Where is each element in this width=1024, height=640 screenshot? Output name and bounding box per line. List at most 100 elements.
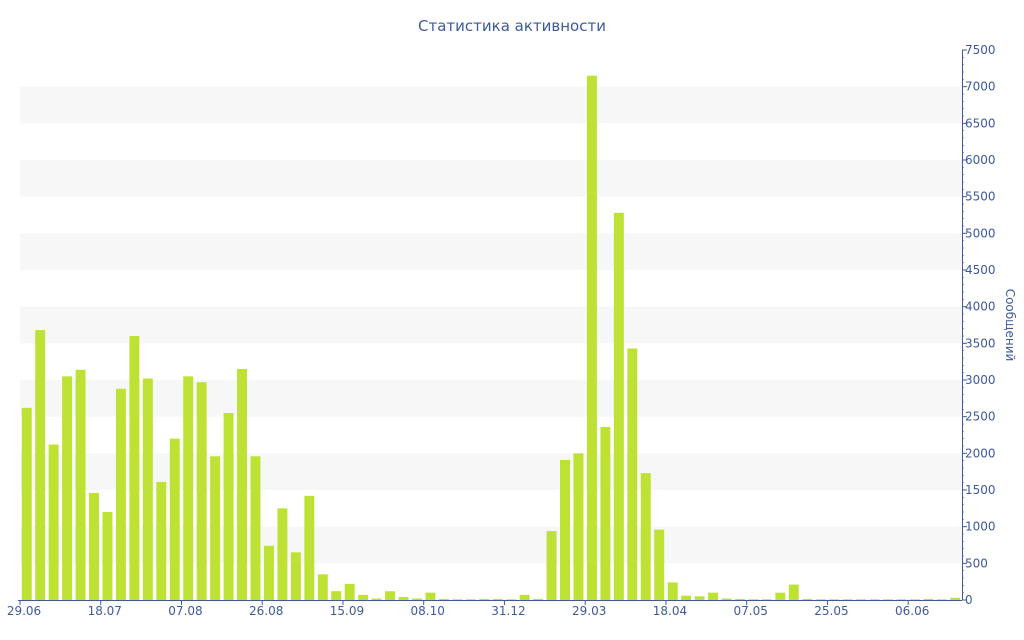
bar — [223, 413, 234, 600]
y-tick-label: 3000 — [965, 373, 996, 387]
bar — [425, 592, 436, 600]
bar — [586, 75, 597, 601]
bar — [317, 574, 328, 600]
bar — [829, 599, 840, 600]
bar — [358, 594, 369, 600]
x-tick-label: 07.05 — [734, 604, 768, 618]
bar — [479, 598, 490, 600]
bar — [721, 598, 732, 600]
x-tick-label: 29.03 — [572, 604, 606, 618]
bar — [210, 456, 221, 600]
bar — [237, 369, 248, 600]
bar — [412, 598, 422, 600]
bar — [950, 597, 961, 600]
grid-band — [20, 306, 962, 344]
bar — [883, 599, 893, 600]
bar — [452, 599, 463, 600]
bar — [169, 438, 180, 600]
bar — [573, 453, 584, 600]
bar — [533, 598, 544, 600]
x-tick-label: 26.08 — [249, 604, 283, 618]
bar — [775, 592, 786, 600]
bar — [344, 583, 355, 600]
y-tick-label: 0 — [965, 593, 973, 607]
bar — [694, 596, 705, 600]
bar — [842, 599, 853, 600]
bar — [331, 591, 342, 600]
y-tick-label: 6000 — [965, 153, 996, 167]
bar — [290, 552, 301, 600]
bar — [438, 598, 449, 600]
bar — [681, 595, 692, 600]
bar — [546, 531, 557, 600]
bar — [869, 599, 880, 600]
bar — [708, 592, 719, 600]
bar — [304, 495, 315, 600]
y-tick-label: 4000 — [965, 300, 996, 314]
bar — [102, 512, 113, 600]
bar — [506, 599, 517, 600]
x-tick-label: 08.10 — [411, 604, 445, 618]
grid-band — [20, 233, 962, 270]
bar — [48, 444, 59, 600]
bar — [371, 598, 382, 600]
y-tick-label: 1000 — [965, 520, 996, 534]
bar — [465, 599, 476, 600]
y-axis-title: Сообщений — [1003, 289, 1017, 362]
y-tick-label: 1500 — [965, 483, 996, 497]
bar — [896, 599, 907, 600]
bar — [600, 426, 611, 600]
bar — [734, 598, 745, 600]
bar — [748, 599, 759, 600]
y-tick-label: 5000 — [965, 226, 996, 240]
x-tick-label: 18.04 — [653, 604, 687, 618]
bar — [398, 597, 409, 600]
bar — [89, 492, 99, 600]
bar — [519, 594, 530, 600]
grid-band — [20, 160, 962, 197]
chart-title: Статистика активности — [418, 17, 606, 35]
bar — [156, 481, 167, 600]
y-tick-label: 4500 — [965, 263, 996, 277]
x-tick-label: 06.06 — [895, 604, 929, 618]
bar — [815, 599, 826, 600]
x-tick-label: 25.05 — [814, 604, 848, 618]
x-tick-label: 29.06 — [7, 604, 41, 618]
y-tick-label: 7000 — [965, 80, 996, 94]
bar — [115, 388, 126, 600]
bar — [640, 473, 651, 600]
y-tick-label: 500 — [965, 556, 988, 570]
bar — [142, 378, 153, 600]
axes: 29.06 18.07 07.08 26.08 15.09 08.10 31.12 29.03… — [7, 43, 996, 618]
x-tick-label: 18.07 — [88, 604, 122, 618]
bar — [654, 529, 665, 600]
bar — [856, 599, 867, 600]
bar — [802, 598, 813, 600]
bar — [35, 330, 46, 600]
x-tick-label: 07.08 — [168, 604, 202, 618]
y-tick-label: 6500 — [965, 116, 996, 130]
bar — [613, 212, 624, 601]
bar — [761, 599, 772, 600]
bar — [183, 376, 194, 600]
bar — [129, 336, 140, 600]
y-tick-label: 5500 — [965, 190, 996, 204]
bar — [909, 599, 920, 600]
bar — [263, 545, 274, 600]
bar — [667, 582, 678, 600]
bar — [277, 508, 288, 600]
grid-band — [20, 380, 962, 417]
bar-series — [21, 75, 961, 601]
bar — [385, 591, 396, 600]
grid-band — [20, 86, 962, 124]
y-tick-label: 3500 — [965, 336, 996, 350]
x-tick-label: 31.12 — [491, 604, 525, 618]
bar — [627, 348, 638, 600]
y-tick-label: 7500 — [965, 43, 996, 57]
bar — [21, 407, 32, 600]
x-tick-label: 15.09 — [330, 604, 364, 618]
bar — [923, 598, 934, 600]
y-tick-label: 2500 — [965, 410, 996, 424]
